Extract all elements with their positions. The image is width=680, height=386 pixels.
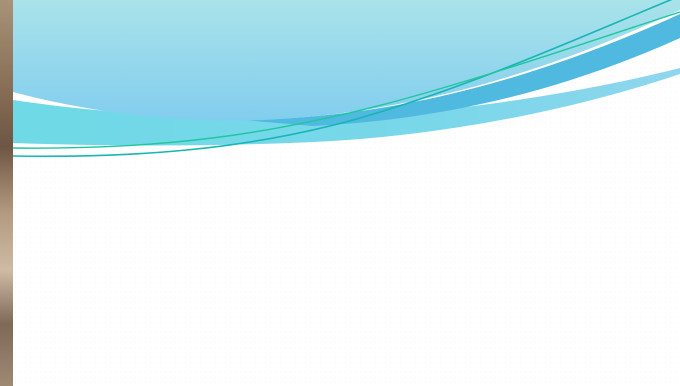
accent-line-green: [13, 11, 680, 149]
secondary-wave-band: [243, 14, 680, 126]
left-photo-strip: [0, 0, 13, 386]
top-wave-band: [13, 0, 680, 121]
wave-header-decoration: [13, 0, 680, 158]
accent-line-teal: [13, 0, 673, 158]
lower-wave-band: [13, 68, 680, 146]
